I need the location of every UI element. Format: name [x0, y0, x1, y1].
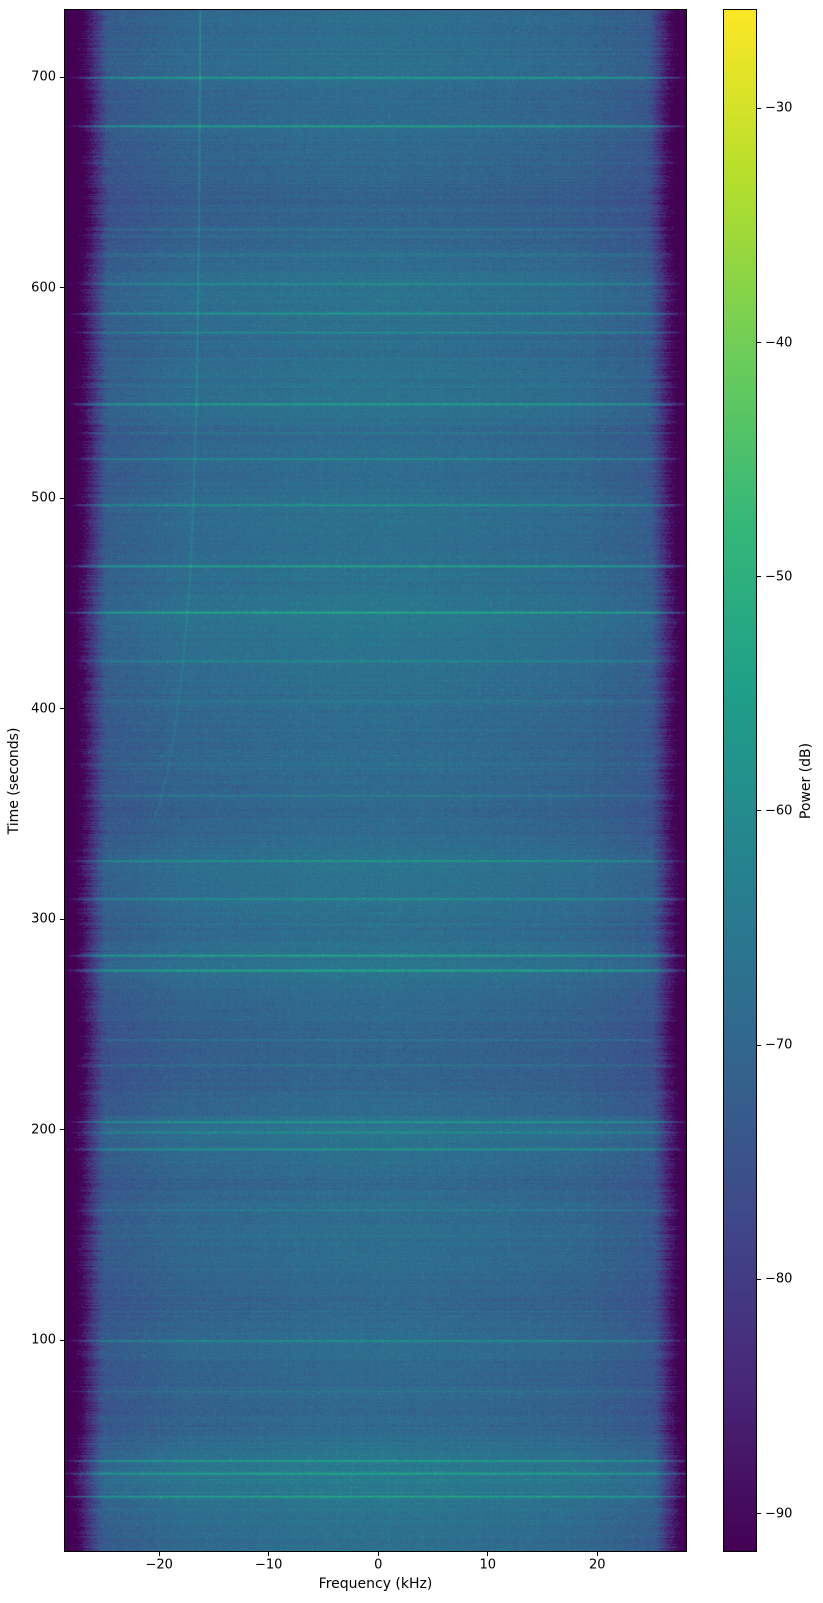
colorbar-tick: [757, 1044, 761, 1046]
colorbar-tick: [757, 810, 761, 812]
colorbar-tick: [757, 1513, 761, 1515]
x-tick-label: −20: [145, 1557, 173, 1573]
x-tick: [596, 1552, 598, 1556]
y-tick: [60, 1339, 64, 1341]
y-tick-label: 100: [31, 1332, 56, 1348]
x-tick-label: 0: [374, 1557, 383, 1573]
x-tick: [377, 1552, 379, 1556]
y-axis-label: Time (seconds): [6, 727, 22, 834]
colorbar-tick-label: −80: [765, 1271, 793, 1287]
y-tick-label: 700: [31, 69, 56, 85]
colorbar-tick-label: −60: [765, 803, 793, 819]
y-tick-label: 600: [31, 280, 56, 296]
colorbar-tick-label: −90: [765, 1506, 793, 1522]
colorbar-label: Power (dB): [798, 742, 814, 819]
colorbar-tick: [757, 107, 761, 109]
colorbar-tick: [757, 342, 761, 344]
y-tick: [60, 76, 64, 78]
x-tick-label: −10: [254, 1557, 283, 1573]
y-tick-label: 500: [31, 490, 56, 506]
colorbar-tick-label: −40: [765, 335, 793, 351]
colorbar-tick-label: −50: [765, 569, 793, 585]
y-tick: [60, 918, 64, 920]
colorbar-tick-label: −70: [765, 1037, 793, 1053]
colorbar-tick: [757, 1278, 761, 1280]
y-tick: [60, 708, 64, 710]
y-tick-label: 300: [31, 911, 56, 927]
y-tick: [60, 497, 64, 499]
y-tick-label: 200: [31, 1122, 56, 1138]
y-tick-label: 400: [31, 701, 56, 717]
x-tick: [268, 1552, 270, 1556]
y-tick: [60, 1129, 64, 1131]
x-axis-label: Frequency (kHz): [318, 1576, 433, 1592]
x-tick-label: 10: [479, 1557, 497, 1573]
spectrogram-heatmap: [65, 10, 686, 1551]
y-tick: [60, 287, 64, 289]
colorbar-tick-label: −30: [765, 100, 793, 116]
colorbar: [724, 10, 756, 1551]
x-tick-label: 20: [589, 1557, 606, 1573]
x-tick: [158, 1552, 160, 1556]
x-tick: [487, 1552, 489, 1556]
colorbar-tick: [757, 576, 761, 578]
